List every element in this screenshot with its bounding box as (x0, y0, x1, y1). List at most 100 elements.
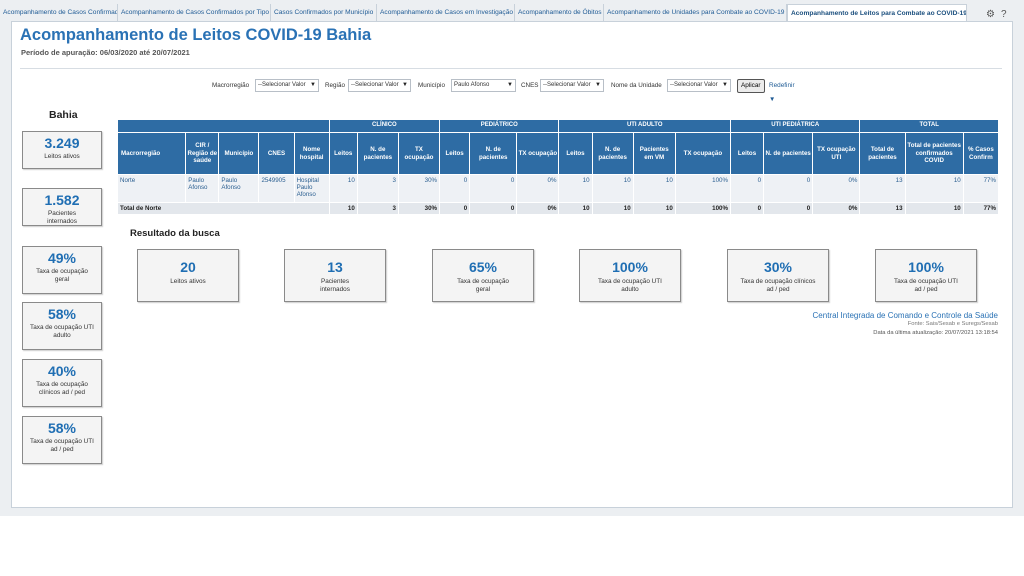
column-header[interactable]: TX ocupação UTI (812, 132, 861, 175)
table-cell: 10 (591, 174, 634, 203)
result-ocupacao-uti-adulto: 100% Taxa de ocupação UTI adulto (579, 249, 681, 302)
column-header[interactable]: Leitos (439, 132, 471, 175)
cnes-label: CNES (521, 82, 539, 89)
table-cell: 0 (729, 174, 765, 203)
group-header-blank (117, 119, 330, 133)
total-cell: 77% (962, 202, 1000, 215)
dashboard-panel: Acompanhamento de Leitos COVID-19 Bahia … (11, 21, 1013, 508)
chevron-down-icon: ▼ (507, 82, 513, 88)
table-cell: 13 (859, 174, 906, 203)
page-title: Acompanhamento de Leitos COVID-19 Bahia (20, 26, 372, 44)
result-ocupacao-clinicos: 30% Taxa de ocupação clínicos ad / ped (727, 249, 829, 302)
table-cell: 77% (962, 174, 1000, 203)
column-header[interactable]: N. de pacientes (763, 132, 814, 175)
tab-bar: Acompanhamento de Casos Confirmados Acom… (0, 4, 1024, 22)
total-label: Total de Norte (117, 202, 330, 215)
column-header[interactable]: Macrorregião (116, 132, 187, 175)
tab-unidades[interactable]: Acompanhamento de Unidades para Combate … (604, 4, 787, 21)
column-header[interactable]: Total de pacientes confirmados COVID (904, 132, 964, 175)
column-header[interactable]: Total de pacientes (859, 132, 906, 175)
group-uti-adulto: UTI ADULTO (558, 119, 731, 133)
tab-casos-por-tipo[interactable]: Acompanhamento de Casos Confirmados por … (118, 4, 271, 21)
update-timestamp: Data da última atualização: 20/07/2021 1… (873, 330, 998, 336)
column-header[interactable]: Município (218, 132, 260, 175)
tab-leitos[interactable]: Acompanhamento de Leitos para Combate ao… (787, 4, 967, 22)
macro-label: Macrorregião (212, 82, 250, 89)
tab-casos-investigacao[interactable]: Acompanhamento de Casos em Investigação (377, 4, 515, 21)
column-header[interactable]: N. de pacientes (591, 132, 634, 175)
tab-obitos[interactable]: Acompanhamento de Óbitos (515, 4, 604, 21)
table-cell: 3 (356, 174, 399, 203)
tab-casos-por-municipio[interactable]: Casos Confirmados por Município (271, 4, 377, 21)
result-ocupacao-geral: 65% Taxa de ocupação geral (432, 249, 534, 302)
chevron-down-icon: ▼ (402, 82, 408, 88)
apply-button[interactable]: Aplicar (737, 79, 765, 93)
column-header[interactable]: CIR / Região de saúde (185, 132, 220, 175)
macro-select[interactable]: --Selecionar Valor ▼ (255, 79, 319, 92)
column-header[interactable]: Leitos (328, 132, 358, 175)
kpi-ocupacao-uti-adulto: 58% Taxa de ocupação UTI adulto (22, 302, 102, 350)
table-cell: 0 (439, 174, 471, 203)
tab-casos-confirmados[interactable]: Acompanhamento de Casos Confirmados (0, 4, 118, 21)
column-header[interactable]: Nome hospital (293, 132, 330, 175)
gear-icon[interactable]: ⚙ (986, 9, 995, 20)
column-header[interactable]: TX ocupação (397, 132, 441, 175)
column-header[interactable]: N. de pacientes (356, 132, 399, 175)
regiao-select[interactable]: --Selecionar Valor ▼ (348, 79, 411, 92)
total-cell: 0% (812, 202, 861, 215)
kpi-ocupacao-clinicos: 40% Taxa de ocupação clínicos ad / ped (22, 359, 102, 407)
leitos-table: CLÍNICO PEDIÁTRICO UTI ADULTO UTI PEDIÁT… (116, 119, 1000, 215)
table-cell: 30% (397, 174, 441, 203)
total-cell: 10 (558, 202, 593, 215)
table-cell[interactable]: Hospital Paulo Afonso (293, 174, 330, 203)
table-cell: 0 (469, 174, 518, 203)
kpi-ocupacao-uti-ad-ped: 58% Taxa de ocupação UTI ad / ped (22, 416, 102, 464)
period-text: Período de apuração: 06/03/2020 até 20/0… (21, 48, 190, 57)
total-row: Total de Norte 10 3 30% 0 0 0% 10 10 10 … (117, 202, 1000, 215)
kpi-ocupacao-geral: 49% Taxa de ocupação geral (22, 246, 102, 294)
table-cell: 10 (328, 174, 358, 203)
table-cell: 10 (632, 174, 676, 203)
total-cell: 0 (763, 202, 814, 215)
column-header[interactable]: % Casos Confirm (962, 132, 1000, 175)
table-cell[interactable]: Paulo Afonso (218, 174, 260, 203)
total-cell: 0% (516, 202, 560, 215)
municipio-select[interactable]: Paulo Afonso ▼ (451, 79, 516, 92)
total-cell: 100% (674, 202, 731, 215)
table-cell: 0% (812, 174, 861, 203)
column-header-row: Macrorregião CIR / Região de saúde Munic… (116, 132, 1000, 175)
kpi-leitos-ativos: 3.249 Leitos ativos (22, 131, 102, 169)
table-cell[interactable]: Paulo Afonso (185, 174, 220, 203)
total-cell: 10 (904, 202, 964, 215)
regiao-label: Região (325, 82, 345, 89)
table-cell[interactable]: Norte (116, 174, 187, 203)
kpi-pacientes-internados: 1.582 Pacientes internados (22, 188, 102, 226)
group-pediatrico: PEDIÁTRICO (439, 119, 560, 133)
chevron-down-icon: ▼ (310, 82, 316, 88)
column-header[interactable]: TX ocupação (516, 132, 560, 175)
column-header[interactable]: TX ocupação (674, 132, 731, 175)
org-link[interactable]: Central Integrada de Comando e Controle … (812, 311, 998, 320)
column-header[interactable]: N. de pacientes (469, 132, 518, 175)
column-header[interactable]: CNES (258, 132, 295, 175)
total-cell: 10 (328, 202, 358, 215)
chevron-down-icon: ▼ (595, 82, 601, 88)
column-header[interactable]: Leitos (558, 132, 593, 175)
column-header[interactable]: Leitos (729, 132, 765, 175)
help-icon[interactable]: ? (1001, 9, 1007, 20)
unidade-select[interactable]: --Selecionar Valor ▼ (667, 79, 731, 92)
sidebar-title: Bahia (49, 109, 78, 121)
total-cell: 3 (356, 202, 399, 215)
cnes-select[interactable]: --Selecionar Valor ▼ (540, 79, 604, 92)
column-header[interactable]: Pacientes em VM (632, 132, 676, 175)
reset-button[interactable]: Redefinir ▼ (769, 82, 795, 103)
table-cell[interactable]: 2549905 (258, 174, 295, 203)
table-cell: 10 (558, 174, 593, 203)
result-leitos-ativos: 20 Leitos ativos (137, 249, 239, 302)
table-cell: 0% (516, 174, 560, 203)
chevron-down-icon: ▼ (769, 96, 776, 103)
source-text: Fonte: Sais/Sesab e Suregs/Sesab (907, 321, 998, 327)
unidade-label: Nome da Unidade (611, 82, 662, 89)
group-total: TOTAL (859, 119, 999, 133)
table-cell: 10 (904, 174, 964, 203)
